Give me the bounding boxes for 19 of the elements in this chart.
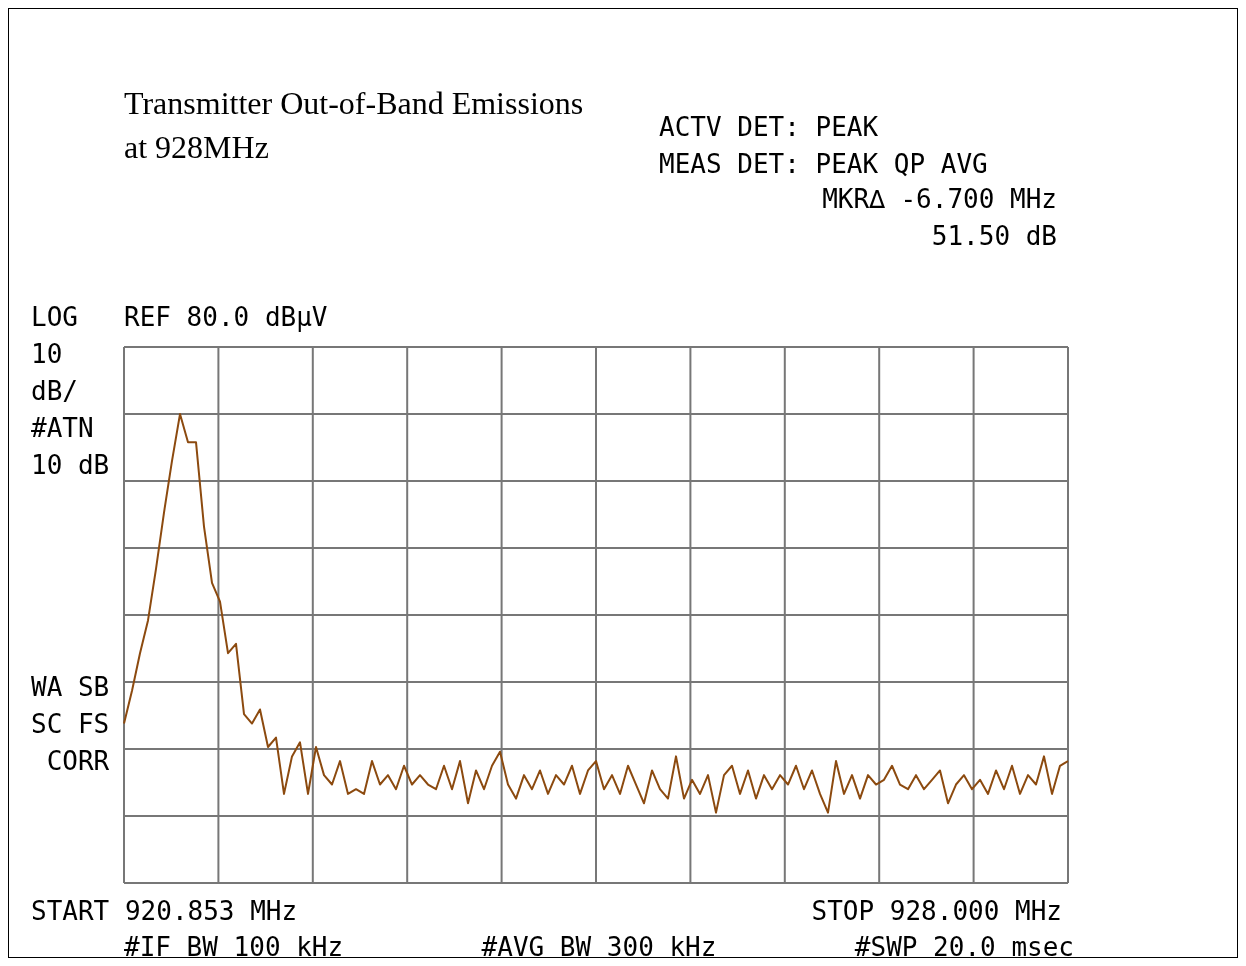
text: CORR <box>45 745 110 778</box>
text: MEAS DET: PEAK QP AVG <box>659 148 988 181</box>
text: #ATN <box>31 412 95 445</box>
text: #IF BW 100 kHz <box>124 931 344 964</box>
text: ACTV DET: PEAK <box>659 111 880 144</box>
chart-title: Transmitter Out-of-Band Emissions at 928MHz <box>124 84 584 167</box>
text: 10 <box>31 338 64 371</box>
text: MKR∆ -6.700 MHz <box>822 183 1057 216</box>
text: 51.50 dB <box>930 220 1057 253</box>
text: LOG <box>31 301 79 334</box>
text: START 920.853 MHz <box>31 895 298 928</box>
text: SC FS <box>31 708 110 741</box>
text: 10 dB <box>31 449 110 482</box>
text: #AVG BW 300 kHz <box>481 931 717 964</box>
text: WA SB <box>31 671 110 704</box>
text: #SWP 20.0 msec <box>854 931 1074 964</box>
text: STOP 928.000 MHz <box>811 895 1062 928</box>
text: REF 80.0 dBµV <box>124 301 328 334</box>
text: dB/ <box>31 375 79 408</box>
